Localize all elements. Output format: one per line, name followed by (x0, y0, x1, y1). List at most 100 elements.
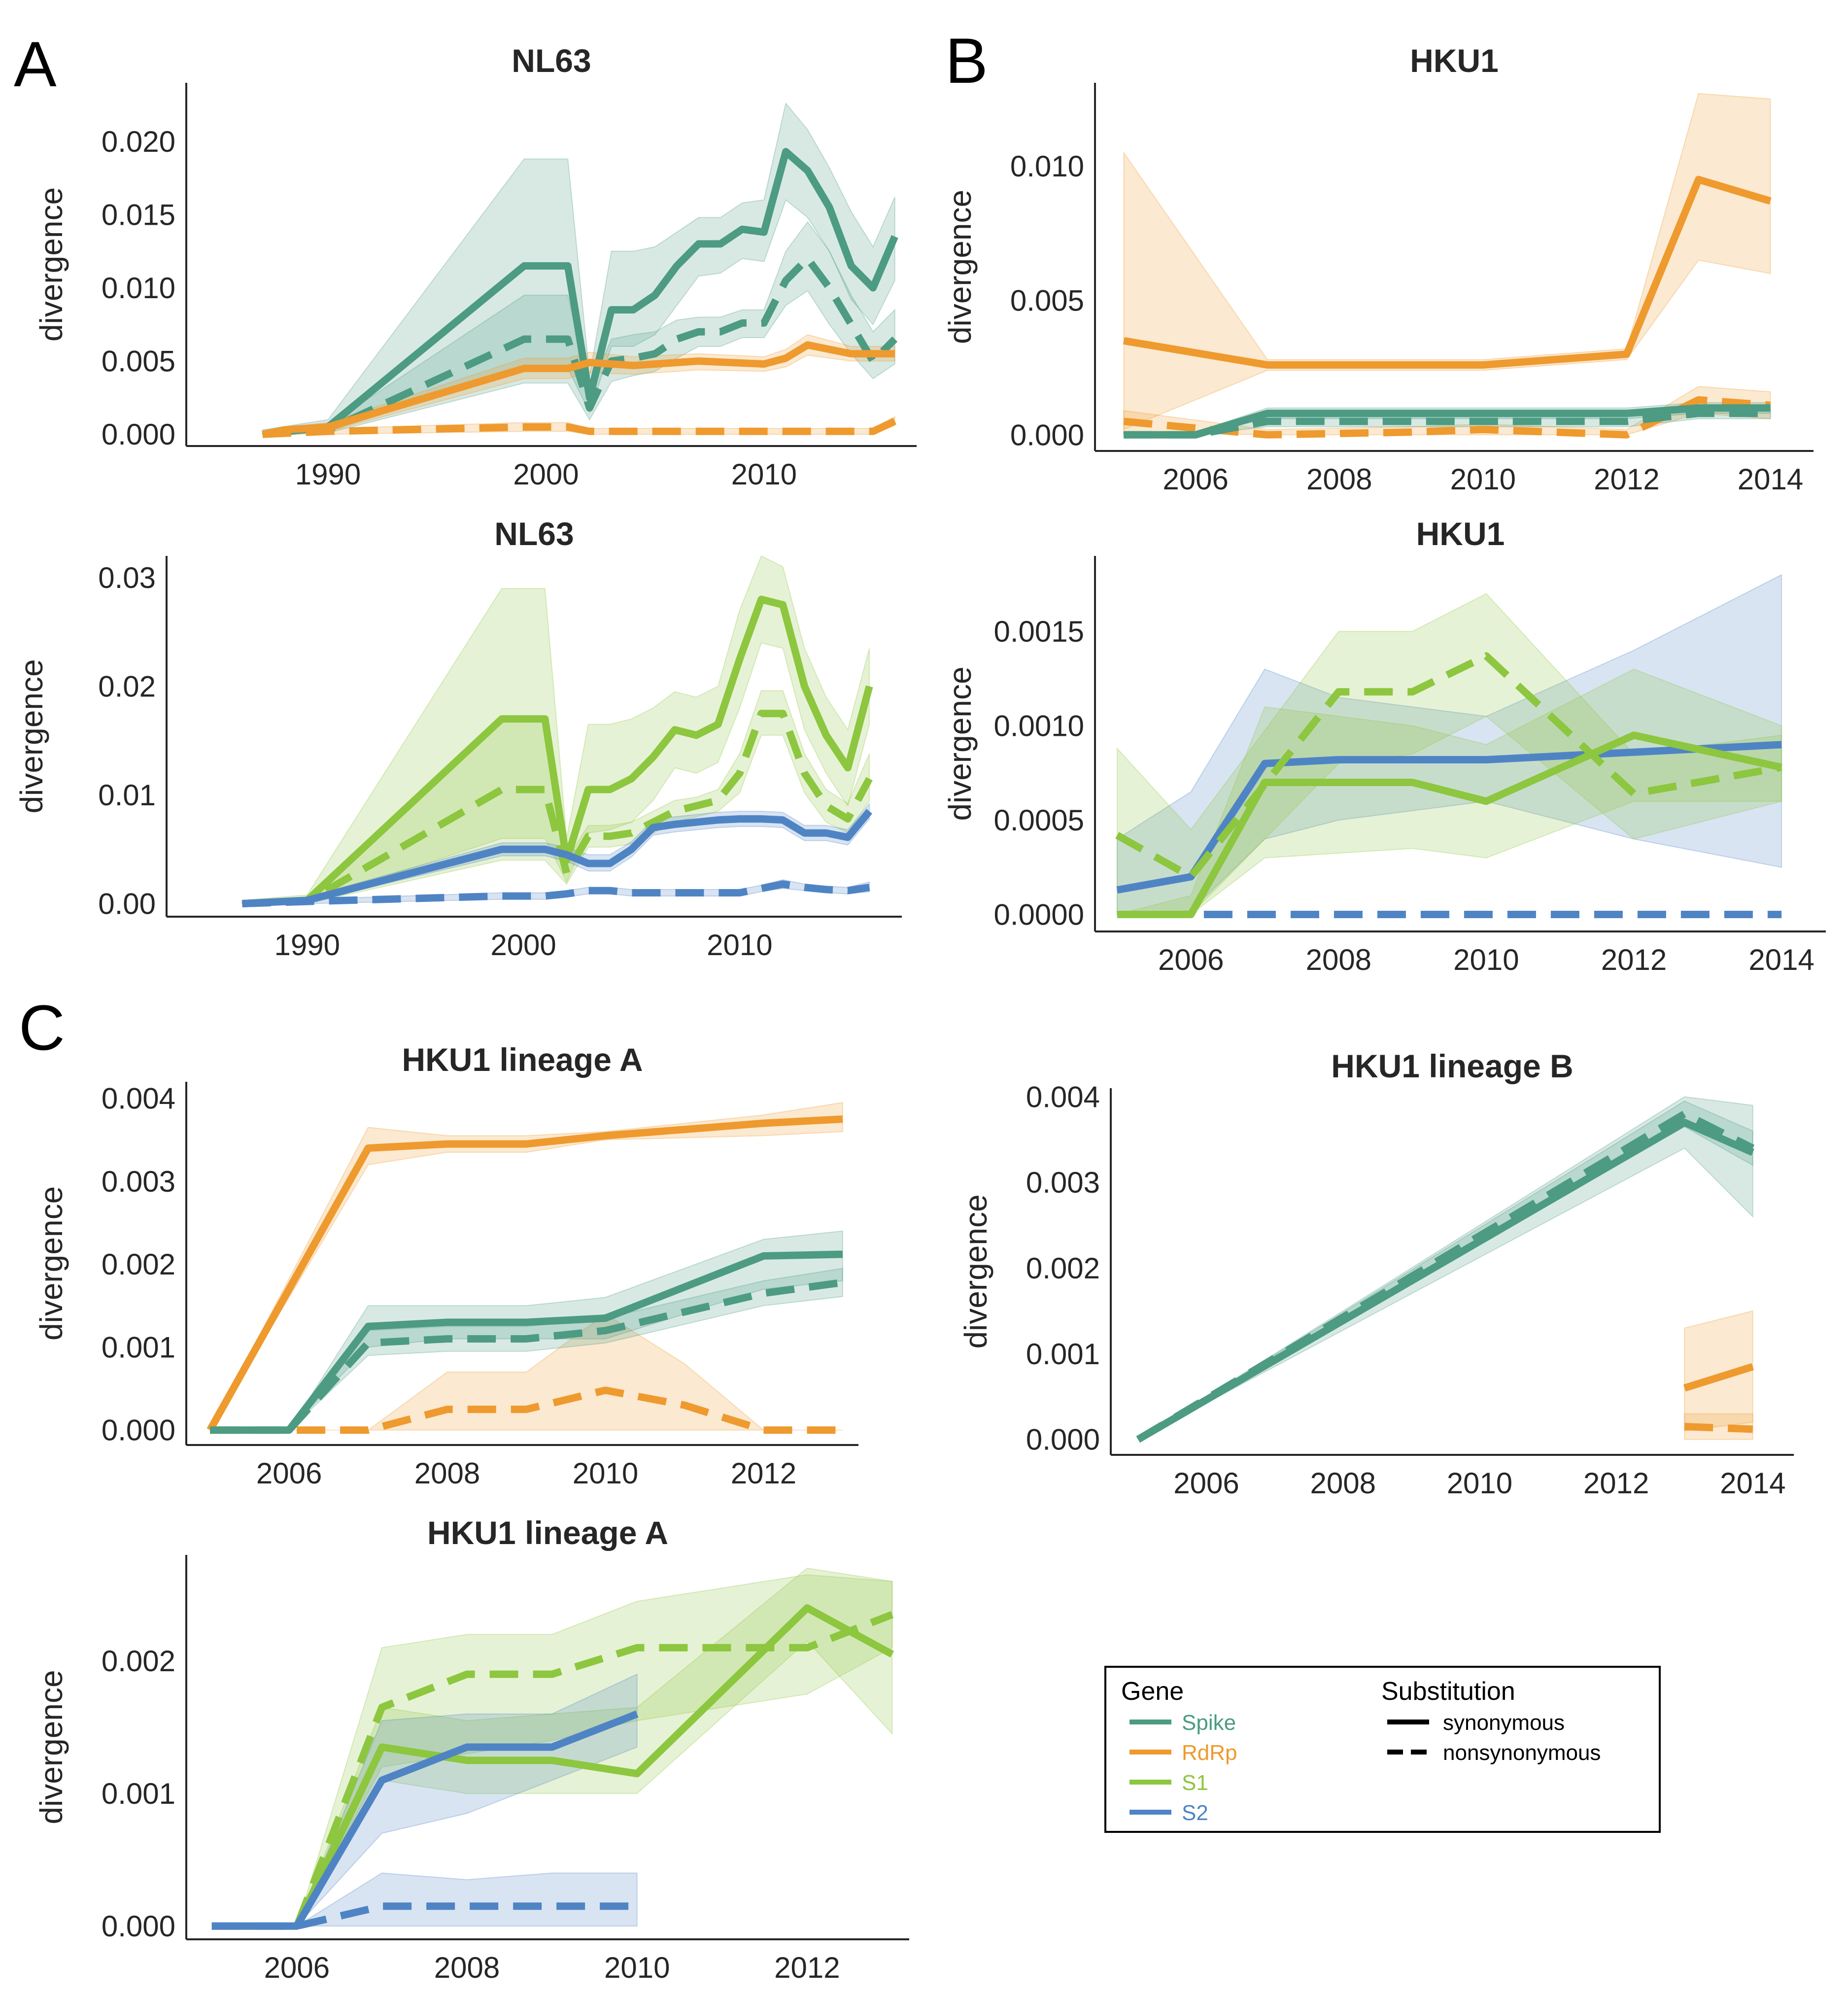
series-line-s1-synonymous (1117, 731, 1782, 918)
y-tick-label: 0.0010 (993, 710, 1084, 743)
legend-label-s2: S2 (1182, 1801, 1208, 1825)
chart-hku1-lineage-b-spike-rdrp: HKU1 lineage B 0.000 0.001 0.002 0.003 0.004 2… (958, 1048, 1794, 1500)
x-tick-label: 2010 (604, 1951, 670, 1984)
y-tick-label: 0.003 (102, 1165, 175, 1198)
chart-title: HKU1 lineage A (402, 1041, 643, 1078)
series-line-rdrp-synonymous (262, 341, 895, 438)
chart-hku1-lineage-a-s1-s2: HKU1 lineage A 0.000 0.001 0.002 2006 2008 201… (34, 1514, 909, 1984)
band-rdrp-synonymous (1684, 1310, 1753, 1432)
y-tick-label: 0.002 (102, 1645, 175, 1678)
y-tick-label: 0.0005 (993, 804, 1084, 837)
x-tick-label: 2008 (434, 1951, 500, 1984)
y-tick-label: 0.000 (1026, 1423, 1100, 1456)
y-tick-label: 0.002 (1026, 1252, 1100, 1285)
y-axis-label: divergence (958, 1194, 993, 1348)
y-tick-label: 0.020 (102, 125, 175, 158)
x-tick-label: 2014 (1720, 1467, 1785, 1500)
x-tick-label: 2010 (707, 929, 772, 962)
y-tick-label: 0.00 (98, 888, 156, 921)
legend-gene-title: Gene (1121, 1677, 1184, 1706)
x-tick-label: 2010 (1453, 943, 1519, 976)
y-tick-label: 0.001 (102, 1777, 175, 1810)
chart-title: HKU1 (1410, 42, 1499, 79)
series-line-rdrp-synonymous (206, 1115, 843, 1432)
chart-nl63-s1-s2: NL63 0.00 0.01 0.02 0.03 1990 2000 2010 divergen… (14, 516, 902, 962)
series-line-rdrp-nonsynonymous (210, 1386, 843, 1434)
x-tick-label: 2006 (264, 1951, 330, 1984)
y-tick-label: 0.02 (98, 670, 156, 703)
legend-label-spike: Spike (1182, 1711, 1236, 1735)
y-tick-label: 0.010 (1010, 150, 1084, 183)
y-tick-label: 0.001 (1026, 1338, 1100, 1371)
y-tick-label: 0.01 (98, 779, 156, 812)
chart-title: HKU1 (1416, 516, 1505, 552)
x-tick-label: 2008 (1310, 1467, 1375, 1500)
chart-title: HKU1 lineage A (427, 1514, 668, 1551)
series-line-s1-nonsynonymous (242, 710, 873, 907)
y-tick-label: 0.000 (102, 1910, 175, 1943)
x-tick-label: 2012 (731, 1457, 796, 1490)
y-axis-label: divergence (14, 659, 49, 813)
y-tick-label: 0.005 (1010, 284, 1084, 317)
x-tick-label: 1990 (274, 929, 340, 962)
band-s2-synonymous (211, 1673, 638, 1927)
x-tick-label: 2012 (1583, 1467, 1649, 1500)
panel-letter-a: A (14, 28, 57, 100)
y-axis-label: divergence (34, 187, 69, 342)
band-rdrp-synonymous (209, 1101, 843, 1431)
y-tick-label: 0.010 (102, 272, 175, 305)
series-line-s2-nonsynonymous (211, 1902, 637, 1930)
x-tick-label: 2000 (490, 929, 556, 962)
legend: Gene Substitution Spike RdRp S1 S2 synon… (1104, 1666, 1661, 1833)
panel-letter-c: C (19, 992, 65, 1064)
x-tick-label: 2006 (1173, 1467, 1239, 1500)
series-line-rdrp-nonsynonymous (262, 417, 896, 438)
y-tick-label: 0.015 (102, 198, 175, 231)
legend-frame (1104, 1666, 1661, 1833)
x-tick-label: 2006 (256, 1457, 322, 1490)
x-tick-label: 2010 (731, 458, 797, 491)
legend-label-synonymous: synonymous (1443, 1711, 1565, 1735)
series-line-spike-synonymous (262, 148, 898, 438)
band-s2-nonsynonymous (211, 1872, 638, 1927)
series-line-s1-synonymous (242, 595, 873, 907)
series-line-rdrp-nonsynonymous (1123, 396, 1771, 439)
x-tick-label: 2008 (1306, 943, 1371, 976)
band-rdrp-nonsynonymous (1684, 1413, 1753, 1440)
y-axis-label: divergence (34, 1670, 69, 1824)
series-line-rdrp-synonymous (1123, 175, 1772, 369)
chart-title: NL63 (512, 42, 591, 79)
y-tick-label: 0.004 (102, 1082, 175, 1115)
y-tick-label: 0.002 (102, 1248, 175, 1281)
y-axis-label: divergence (942, 190, 978, 344)
series-line-s1-nonsynonymous (211, 1611, 894, 1930)
band-rdrp-nonsynonymous (210, 1313, 843, 1431)
y-axis-label: divergence (34, 1186, 69, 1341)
y-tick-label: 0.004 (1026, 1080, 1100, 1113)
series-line-s2-nonsynonymous (242, 880, 870, 907)
y-tick-label: 0.0015 (993, 615, 1084, 648)
chart-hku1-lineage-a-spike-rdrp: HKU1 lineage A 0.000 0.001 0.002 0.003 0.004 2… (34, 1041, 858, 1490)
band-spike-nonsynonymous (262, 221, 895, 435)
series-line-spike-nonsynonymous (286, 1278, 843, 1433)
legend-label-rdrp: RdRp (1182, 1741, 1237, 1765)
y-tick-label: 0.005 (102, 345, 175, 378)
x-tick-label: 2006 (1163, 463, 1228, 496)
chart-hku1-s1-s2: HKU1 0.0000 0.0005 0.0010 0.0015 2006 2008 2010… (942, 516, 1826, 976)
series-line-s2-synonymous (1116, 741, 1782, 894)
legend-substitution-title: Substitution (1381, 1677, 1515, 1706)
x-tick-label: 2008 (1306, 463, 1372, 496)
panel-letter-b: B (945, 25, 988, 97)
y-axis-label: divergence (942, 666, 978, 821)
chart-hku1-spike-rdrp: HKU1 0.000 0.005 0.010 2006 2008 2010 2012 2014 d… (942, 42, 1814, 496)
y-tick-label: 0.03 (98, 561, 156, 594)
x-tick-label: 2014 (1738, 463, 1803, 496)
x-tick-label: 2010 (1447, 1467, 1512, 1500)
series-line-rdrp-nonsynonymous (1684, 1423, 1753, 1433)
x-tick-label: 1990 (295, 458, 361, 491)
x-tick-label: 2006 (1158, 943, 1224, 976)
series-line-s2-synonymous (242, 809, 872, 907)
y-tick-label: 0.000 (102, 418, 175, 451)
legend-label-nonsynonymous: nonsynonymous (1443, 1741, 1601, 1765)
